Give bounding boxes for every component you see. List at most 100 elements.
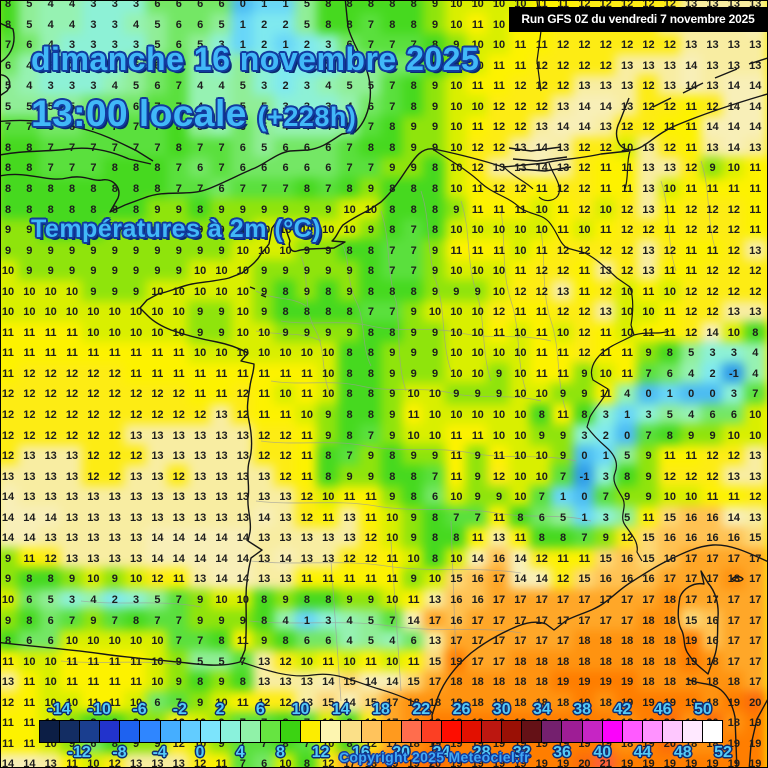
temp-value: 10 <box>23 655 36 668</box>
temp-value: 8 <box>111 162 118 175</box>
temp-value: 12 <box>108 450 121 463</box>
temp-value: 17 <box>685 573 698 586</box>
temp-value: 12 <box>44 409 57 421</box>
temp-value: 5 <box>133 80 140 93</box>
temp-value: 12 <box>535 80 548 93</box>
temperature-shade-cell <box>337 95 362 119</box>
temp-value: 11 <box>664 224 676 237</box>
temp-value: 11 <box>664 265 676 278</box>
temp-value: 12 <box>706 224 719 237</box>
temperature-shade-cell <box>444 74 469 98</box>
temp-value: 9 <box>325 429 332 442</box>
temp-value: 20 <box>578 758 591 768</box>
temp-value: 9 <box>303 265 310 278</box>
temp-value: 6 <box>197 18 204 31</box>
temp-value: 9 <box>239 203 246 216</box>
temp-value: 13 <box>727 470 741 483</box>
temperature-shade-cell <box>658 33 682 57</box>
temp-value: 4 <box>218 80 225 93</box>
scale-label-bottom: 36 <box>553 744 571 761</box>
temp-value: 15 <box>599 552 612 565</box>
temp-value: 5 <box>47 593 54 606</box>
temp-value: 11 <box>23 326 36 339</box>
temp-value: 3 <box>68 593 76 606</box>
temp-value: 6 <box>175 18 182 31</box>
temp-value: 9 <box>218 676 225 689</box>
scale-label-top: 34 <box>533 701 551 718</box>
temp-value: 9 <box>325 409 332 421</box>
temp-value: 11 <box>514 306 527 319</box>
temp-value: 8 <box>367 141 374 154</box>
temp-value: 17 <box>471 635 484 648</box>
scale-label-top: -2 <box>172 701 187 718</box>
temp-value: 11 <box>301 470 313 483</box>
temp-value: 9 <box>709 429 716 442</box>
copyright-text: Copyright 2025 Meteociel.fr <box>339 749 530 765</box>
temp-value: 6 <box>154 696 161 709</box>
scale-cell <box>502 721 522 742</box>
temp-value: 7 <box>453 511 460 524</box>
temperature-shade-cell <box>487 1 511 16</box>
temp-value: 8 <box>303 306 310 319</box>
temperature-shade-cell <box>1 13 20 36</box>
temp-value: 9 <box>282 265 289 278</box>
temperature-shade-cell <box>316 1 340 16</box>
temp-value: 16 <box>706 614 719 627</box>
temp-value: 10 <box>578 224 591 237</box>
temp-value: 8 <box>26 141 33 154</box>
temp-value: 9 <box>431 80 439 93</box>
temp-value: 16 <box>621 552 634 565</box>
temp-value: 12 <box>258 429 271 442</box>
temp-value: 7 <box>410 265 417 278</box>
temperature-shade-cell <box>167 95 191 119</box>
temp-value: 11 <box>2 737 14 750</box>
temperature-shade-cell <box>615 74 639 98</box>
temp-value: 9 <box>560 429 567 442</box>
temp-value: 15 <box>578 573 591 586</box>
temp-value: 8 <box>111 182 118 195</box>
temp-value: 11 <box>23 676 36 689</box>
temp-value: 10 <box>450 491 463 504</box>
temp-value: 14 <box>727 121 741 134</box>
temp-value: 12 <box>279 696 292 709</box>
temp-value: 5 <box>624 450 631 463</box>
temperature-shade-cell <box>423 95 447 119</box>
scale-cell <box>522 721 542 742</box>
temperature-shade-cell <box>337 1 362 16</box>
temp-value: 8 <box>517 511 524 524</box>
temp-value: 7 <box>47 141 54 154</box>
temp-value: 12 <box>706 203 719 216</box>
scale-label-bottom: 48 <box>673 744 692 761</box>
temperature-shade-cell <box>636 54 661 77</box>
temp-value: 8 <box>325 450 332 463</box>
temp-value: 13 <box>749 306 762 319</box>
temp-value: 7 <box>367 429 374 442</box>
temperature-shade-cell <box>81 13 106 36</box>
temperature-shade-cell <box>17 13 42 36</box>
temp-value: 11 <box>493 203 505 216</box>
temp-value: 11 <box>471 18 484 31</box>
temp-value: 11 <box>557 409 569 421</box>
temp-value: 5 <box>367 80 374 93</box>
temp-value: 10 <box>450 121 463 134</box>
temp-value: 11 <box>642 511 655 524</box>
temp-value: 13 <box>749 39 762 52</box>
temp-value: 12 <box>685 470 698 483</box>
temp-value: 3 <box>111 18 118 31</box>
temp-value: 10 <box>514 367 527 380</box>
temp-value: 12 <box>471 141 484 154</box>
temp-value: 13 <box>663 162 676 175</box>
temp-value: 10 <box>300 347 314 360</box>
temp-value: 9 <box>303 244 310 257</box>
temp-value: 9 <box>645 470 652 483</box>
temperature-shade-cell <box>167 54 191 77</box>
temperature-shade-cell <box>167 74 191 98</box>
temp-value: 12 <box>621 244 634 257</box>
temp-value: 9 <box>389 429 396 442</box>
temp-value: 10 <box>322 347 335 360</box>
temp-value: 12 <box>535 100 548 113</box>
temp-value: 10 <box>151 635 164 648</box>
temp-value: 9 <box>410 532 417 545</box>
temperature-shade-cell <box>252 1 276 16</box>
temp-value: 8 <box>133 162 140 175</box>
